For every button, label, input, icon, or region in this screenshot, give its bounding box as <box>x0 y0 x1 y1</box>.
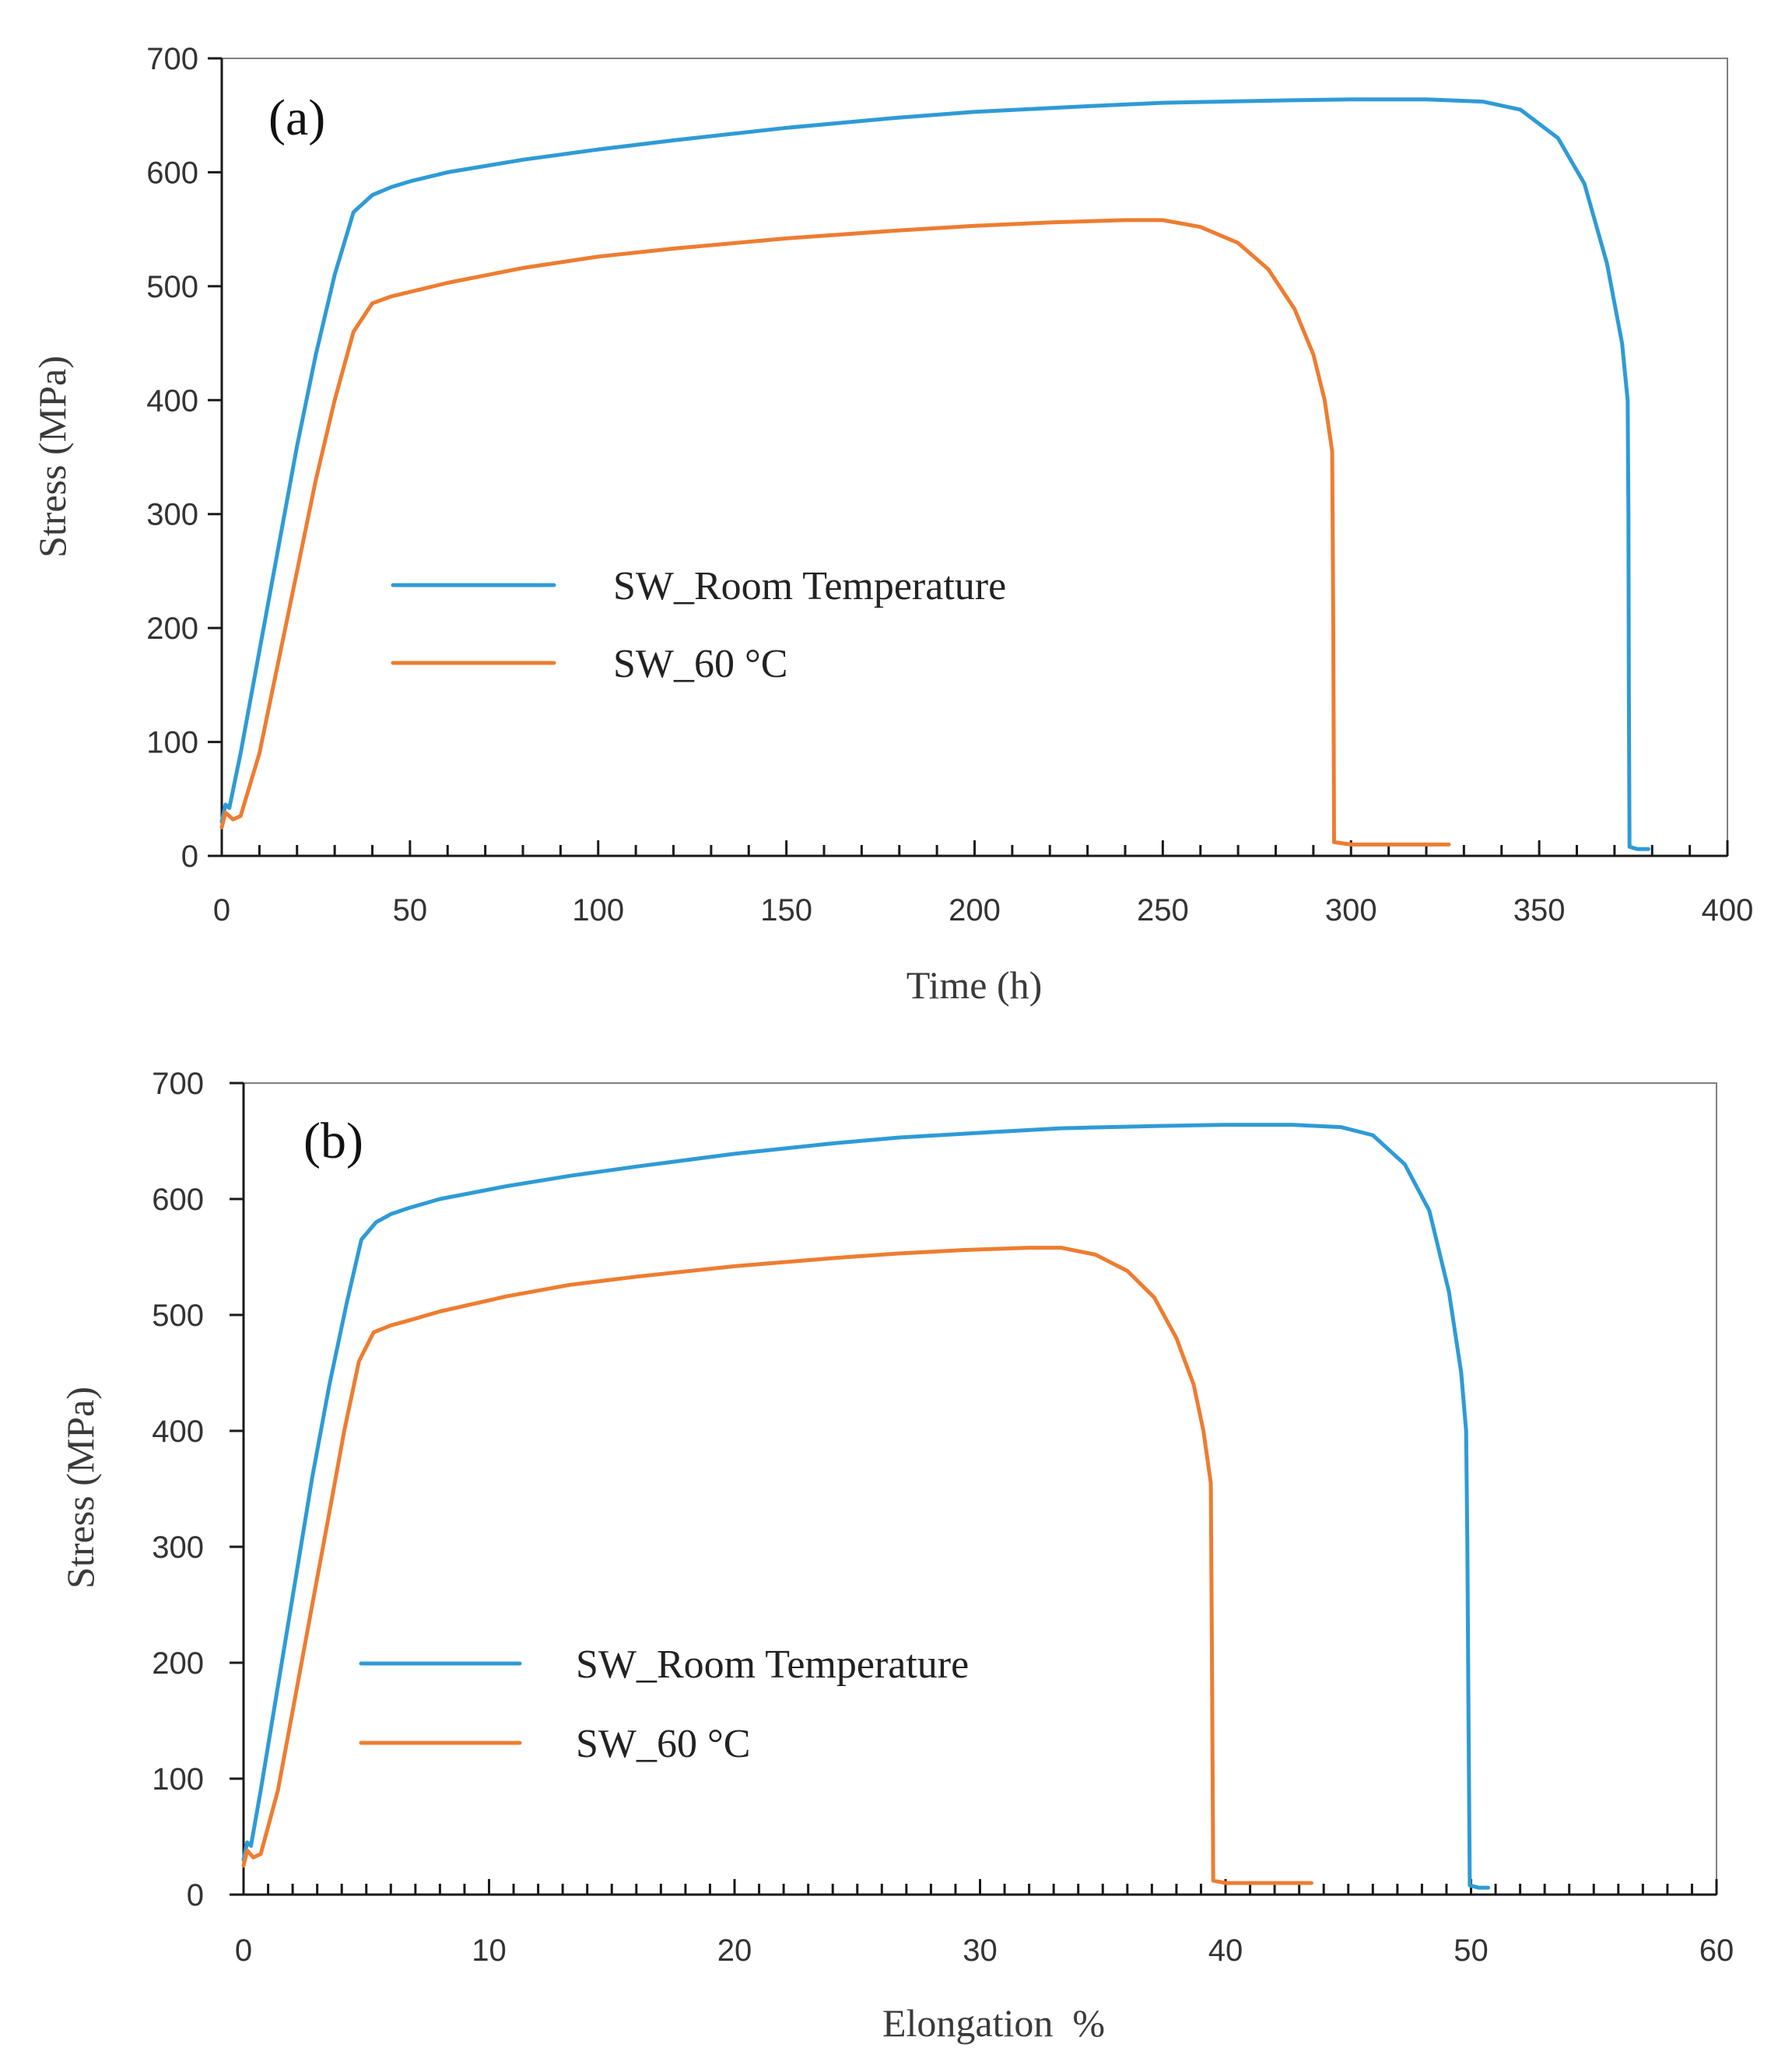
chart-b-y-tick-label: 700 <box>152 1067 204 1101</box>
chart-a-legend-label-60c: SW_60 °C <box>613 642 787 686</box>
chart-b-x-tick-label: 10 <box>472 1934 507 1968</box>
chart-a-x-tick-label: 200 <box>949 893 1001 927</box>
chart-b-plot-frame <box>243 1082 1717 1895</box>
chart-b-x-tick-label: 30 <box>963 1934 998 1968</box>
chart-a-x-tick-label: 0 <box>213 893 230 927</box>
chart-b-legend-label-60c: SW_60 °C <box>576 1722 750 1766</box>
chart-b-y-tick-label: 300 <box>152 1530 204 1565</box>
chart-a-y-axis-title: Stress (MPa) <box>30 356 74 558</box>
chart-a-y-tick-label: 200 <box>146 612 198 646</box>
chart-a-legend: SW_Room Temperature SW_60 °C <box>391 564 1006 686</box>
chart-b-x-tick-label: 60 <box>1699 1934 1734 1968</box>
chart-b-y-tick-label: 500 <box>152 1299 204 1333</box>
chart-a-y-tick-label: 500 <box>146 270 198 304</box>
chart-a-y-tick-label: 0 <box>181 840 198 874</box>
chart-b-y-tick-label: 200 <box>152 1646 204 1681</box>
chart-b-legend-label-room-temperature: SW_Room Temperature <box>576 1643 969 1687</box>
chart-a-x-tick-label: 100 <box>572 893 624 927</box>
chart-a-series <box>219 97 1650 851</box>
chart-a-legend-label-room-temperature: SW_Room Temperature <box>613 564 1006 608</box>
chart-a-panel-label: (a) <box>268 89 325 146</box>
chart-a-time: 0 50 100 150 200 250 300 350 400 0 100 200 300 400 500… <box>30 42 1753 1007</box>
chart-b-legend: SW_Room Temperature SW_60 °C <box>359 1643 969 1766</box>
chart-a-series-line-60c <box>219 218 1451 847</box>
chart-b-series <box>241 1123 1491 1890</box>
chart-b-series-line-60c <box>241 1246 1313 1885</box>
chart-a-x-tick-label: 150 <box>760 893 812 927</box>
chart-a-x-tick-label: 400 <box>1702 893 1754 927</box>
chart-b-x-tick-label: 50 <box>1454 1934 1489 1968</box>
chart-a-y-tick-label: 300 <box>146 498 198 532</box>
chart-b-panel-label: (b) <box>303 1113 363 1169</box>
chart-b-y-tick-label: 100 <box>152 1762 204 1797</box>
chart-a-y-tick-label: 700 <box>146 42 198 76</box>
chart-b-x-tick-label: 0 <box>235 1934 252 1968</box>
chart-b-y-tick-label: 400 <box>152 1415 204 1449</box>
chart-a-y-tick-label: 600 <box>146 156 198 190</box>
chart-b-x-axis-title: Elongation % <box>882 2001 1105 2045</box>
chart-b-x-tick-label: 40 <box>1208 1934 1243 1968</box>
chart-b-series-line-room-temperature <box>241 1123 1491 1890</box>
chart-a-y-tick-label: 400 <box>146 384 198 418</box>
chart-a-x-axis-title: Time (h) <box>907 963 1043 1007</box>
chart-a-x-tick-label: 250 <box>1137 893 1189 927</box>
chart-a-ticks: 0 50 100 150 200 250 300 350 400 0 100 200 300 400 500… <box>146 42 1753 927</box>
chart-a-series-line-room-temperature <box>219 97 1650 851</box>
chart-a-y-tick-label: 100 <box>146 726 198 760</box>
chart-b-x-tick-label: 20 <box>717 1934 752 1968</box>
chart-a-plot-frame <box>221 58 1728 857</box>
chart-a-x-tick-label: 50 <box>393 893 428 927</box>
chart-b-y-axis-title: Stress (MPa) <box>58 1387 102 1589</box>
chart-a-x-tick-label: 350 <box>1513 893 1566 927</box>
chart-b-y-tick-label: 0 <box>187 1878 204 1912</box>
chart-a-x-tick-label: 300 <box>1325 893 1377 927</box>
chart-b-y-tick-label: 600 <box>152 1183 204 1217</box>
